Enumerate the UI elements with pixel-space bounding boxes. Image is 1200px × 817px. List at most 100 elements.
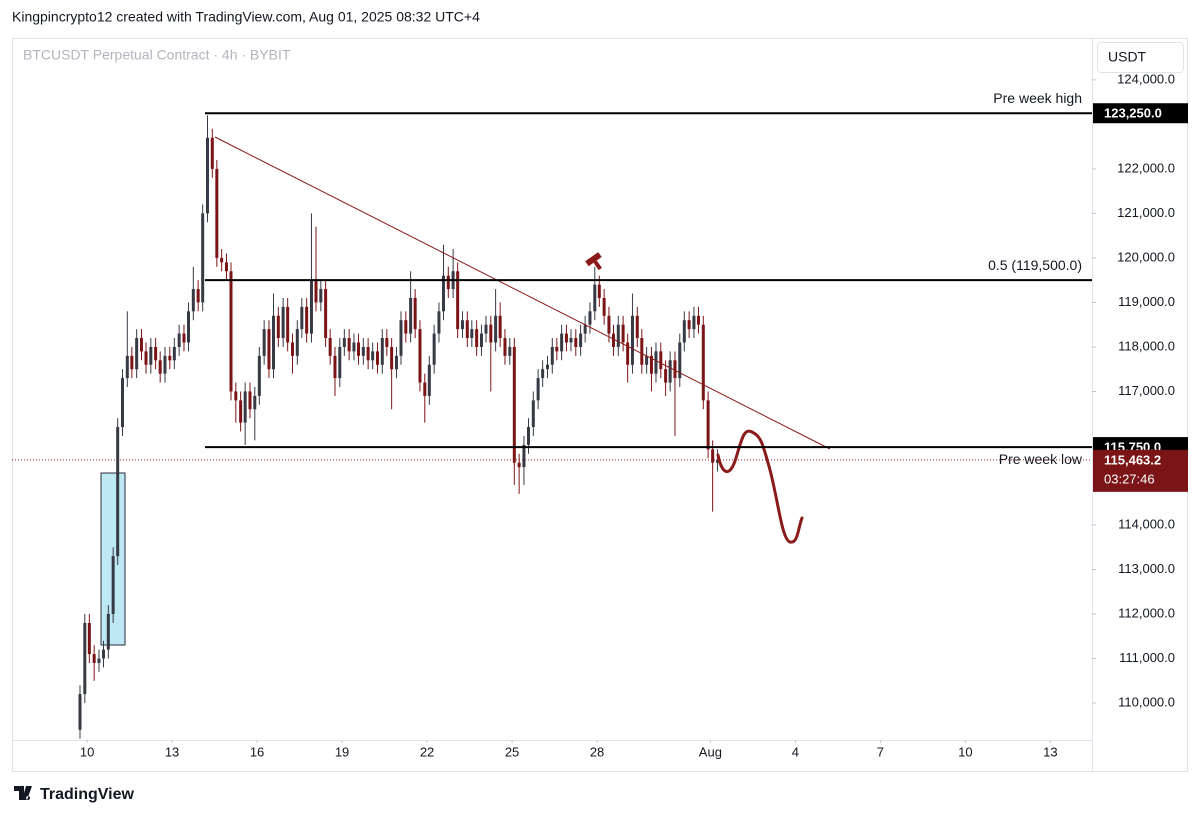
x-tick-label: 28 [590,744,604,759]
candle-body [409,297,413,334]
y-tick-label: 114,000.0 [1118,516,1175,531]
level-label: Pre week high [993,90,1082,106]
candle-body [597,284,601,298]
plot [78,115,719,739]
currency-box[interactable] [1097,42,1184,73]
symbol-line: BTCUSDT Perpetual Contract · 4h · BYBIT [23,47,291,63]
candle-body [229,271,233,392]
candle-body [427,364,431,396]
candle-body [328,338,332,356]
x-tick-label: 25 [505,744,519,759]
candle-body [83,622,87,695]
candle-body [182,333,186,343]
candle-body [352,342,356,352]
candle-body [253,395,257,410]
candle-body [711,449,715,463]
candle-body [87,622,91,655]
candle-body [560,333,564,352]
candle-body [116,427,120,557]
candle-body [338,346,342,379]
candle-body [465,320,469,339]
candle-body [640,338,644,365]
y-tick-label: 110,000.0 [1118,694,1175,709]
candle-body [531,400,535,428]
candle-body [130,355,134,370]
x-tick-label: 7 [877,744,884,759]
candle-body [517,462,521,468]
candle-body [413,297,417,330]
candle-body [257,355,261,396]
candle-body [243,391,247,423]
candle-body [106,614,110,650]
x-tick-label: 10 [80,744,94,759]
candle-body [158,360,162,374]
candle-body [522,444,526,468]
chart-frame [12,38,1188,772]
candle-body [437,311,441,334]
brand: TradingView [40,786,135,803]
y-tick-label: 117,000.0 [1118,383,1175,398]
candle-body [295,329,299,356]
candle-body [215,168,219,258]
candle-body [380,338,384,365]
candle-body [234,391,238,401]
candle-body [366,346,370,361]
candle-body [324,289,328,339]
candle-body [621,324,625,343]
countdown: 03:27:46 [1104,471,1155,486]
x-tick-label: 13 [165,744,179,759]
candle-body [456,271,460,330]
candle-body [550,346,554,365]
candle-body [314,280,318,303]
y-tick-label: 120,000.0 [1117,249,1175,264]
candle-body [319,289,323,303]
candle-body [356,342,360,356]
candle-body [508,346,512,356]
candle-body [673,360,677,379]
candle-body [649,355,653,374]
candle-body [616,324,620,347]
candle-body [479,333,483,347]
candle-body [564,333,568,343]
candle-body [163,355,167,374]
candle-body [220,257,224,263]
candle-body [470,329,474,339]
candle-body [583,324,587,334]
candle-body [281,306,285,339]
x-tick-label: 19 [335,744,349,759]
candle-body [494,315,498,343]
candle-body [715,459,719,463]
candle-body [484,324,488,334]
candle-body [125,355,129,379]
candle-body [187,311,191,343]
candle-body [361,346,365,356]
candle-body [654,351,658,374]
candle-body [342,338,346,347]
candle-body [687,320,691,330]
candle-body [144,351,148,365]
candle-body [168,355,172,361]
candle-body [267,329,271,370]
y-tick-label: 121,000.0 [1117,205,1175,220]
candle-body [177,333,181,347]
candle-body [305,306,309,334]
candle-body [626,342,630,365]
header: Kingpincrypto12 created with TradingView… [12,9,480,25]
candle-body [239,400,243,423]
y-tick-label: 122,000.0 [1117,160,1175,175]
candle-body [555,346,559,352]
last-price-label: 115,463.2 [1104,452,1161,467]
candle-body [569,338,573,343]
candle-body [286,306,290,343]
currency[interactable]: USDT [1108,49,1147,65]
candle-body [191,289,195,312]
candle-body [526,427,530,445]
candle-body [272,315,276,370]
hammer-icon [585,252,602,271]
candle-body [645,355,649,365]
candle-body [120,378,124,428]
candle-body [635,315,639,339]
x-tick-label: 16 [250,744,264,759]
